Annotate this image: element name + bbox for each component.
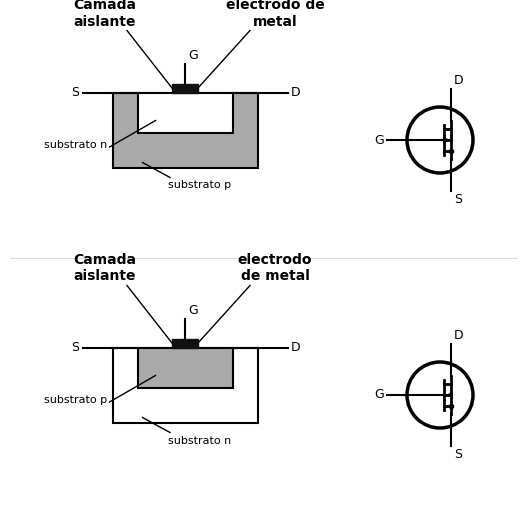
Text: G: G [374, 133, 384, 147]
Text: D: D [290, 86, 300, 99]
Text: substrato n: substrato n [44, 140, 108, 150]
Bar [138, 93, 232, 132]
Bar [112, 348, 258, 422]
Bar [172, 83, 198, 93]
Text: substrato n: substrato n [168, 436, 232, 445]
Text: substrato p: substrato p [44, 395, 108, 405]
Text: S: S [454, 448, 462, 461]
Text: Camada
aislante: Camada aislante [73, 253, 136, 284]
Text: electrodo
de metal: electrodo de metal [238, 253, 313, 284]
Bar [112, 93, 258, 167]
Text: Camada
aislante: Camada aislante [73, 0, 136, 29]
Text: S: S [454, 193, 462, 206]
Text: D: D [290, 341, 300, 354]
Text: G: G [374, 388, 384, 402]
Bar [138, 348, 232, 387]
Text: D: D [454, 74, 464, 87]
Text: S: S [72, 341, 80, 354]
Text: substrato p: substrato p [169, 181, 231, 190]
Text: electrodo de
metal: electrodo de metal [226, 0, 325, 29]
Bar [172, 338, 198, 348]
Text: G: G [188, 48, 198, 62]
Text: G: G [188, 303, 198, 317]
Text: D: D [454, 329, 464, 342]
Text: S: S [72, 86, 80, 99]
